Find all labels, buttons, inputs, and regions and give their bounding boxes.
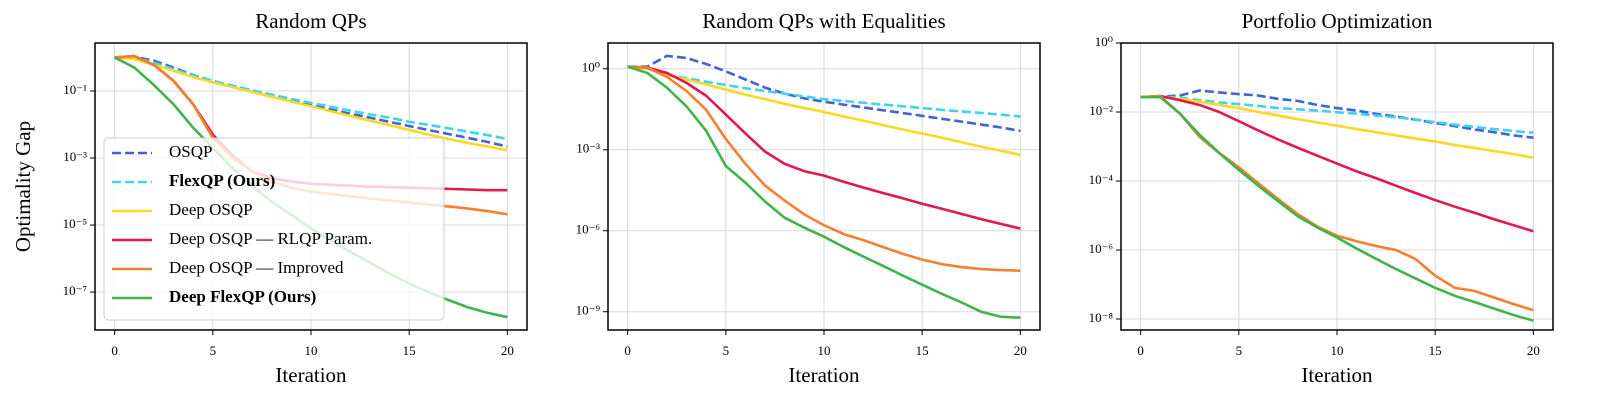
series-line xyxy=(1140,95,1534,322)
x-tick-label: 10 xyxy=(818,343,831,358)
y-tick-label: 10⁻⁶ xyxy=(1089,241,1113,256)
series-line xyxy=(627,65,1021,319)
legend-label: Deep OSQP xyxy=(169,200,253,219)
legend-box xyxy=(103,137,445,321)
y-tick-label: 10⁻⁸ xyxy=(1089,310,1114,325)
x-axis-label: Iteration xyxy=(275,363,347,387)
series-line xyxy=(627,65,1021,230)
plot-frame xyxy=(1120,42,1554,331)
y-tick-label: 10⁻² xyxy=(1089,103,1113,118)
x-axis-label: Iteration xyxy=(788,363,860,387)
x-tick-label: 15 xyxy=(1429,343,1442,358)
x-tick-label: 0 xyxy=(1137,343,1144,358)
series-line xyxy=(627,65,1021,157)
y-tick-label: 10⁻¹ xyxy=(63,82,87,97)
x-tick-label: 5 xyxy=(210,343,217,358)
legend-label: OSQP xyxy=(169,142,212,161)
chart-title: Random QPs with Equalities xyxy=(702,9,945,33)
plot-frame xyxy=(94,42,528,331)
legend-label: Deep FlexQP (Ours) xyxy=(169,287,316,306)
legend-label: Deep OSQP — RLQP Param. xyxy=(169,229,372,248)
x-tick-label: 0 xyxy=(624,343,631,358)
y-tick-label: 10⁰ xyxy=(1095,34,1113,49)
x-tick-label: 5 xyxy=(1236,343,1243,358)
y-axis-label: Optimality Gap xyxy=(11,121,35,252)
x-tick-label: 15 xyxy=(403,343,416,358)
y-tick-label: 10⁻³ xyxy=(576,141,600,156)
y-tick-label: 10⁻⁶ xyxy=(576,222,600,237)
legend-label: FlexQP (Ours) xyxy=(169,171,275,190)
plot-frame xyxy=(607,42,1041,331)
x-tick-label: 0 xyxy=(111,343,118,358)
y-tick-label: 10⁻⁹ xyxy=(576,303,601,318)
series-line xyxy=(114,56,508,141)
series-line xyxy=(114,56,508,152)
y-tick-label: 10⁻⁴ xyxy=(1089,172,1114,187)
chart-title: Portfolio Optimization xyxy=(1242,9,1433,33)
x-tick-label: 20 xyxy=(1527,343,1540,358)
series-line xyxy=(1140,95,1534,160)
y-tick-label: 10⁻³ xyxy=(63,149,87,164)
y-tick-label: 10⁻⁷ xyxy=(63,283,87,298)
series-line xyxy=(1140,94,1534,233)
x-tick-label: 10 xyxy=(305,343,318,358)
series-line xyxy=(1140,89,1534,139)
chart-title: Random QPs xyxy=(255,9,366,33)
x-tick-label: 5 xyxy=(723,343,730,358)
series-line xyxy=(627,54,1021,133)
x-axis-label: Iteration xyxy=(1301,363,1373,387)
series-line xyxy=(1140,95,1534,135)
x-tick-label: 15 xyxy=(916,343,929,358)
series-line xyxy=(627,65,1021,273)
x-tick-label: 20 xyxy=(501,343,514,358)
y-tick-label: 10⁰ xyxy=(582,60,600,75)
x-tick-label: 20 xyxy=(1014,343,1027,358)
x-tick-label: 10 xyxy=(1331,343,1344,358)
y-tick-label: 10⁻⁵ xyxy=(63,216,87,231)
series-line xyxy=(627,65,1021,118)
legend-label: Deep OSQP — Improved xyxy=(169,258,344,277)
